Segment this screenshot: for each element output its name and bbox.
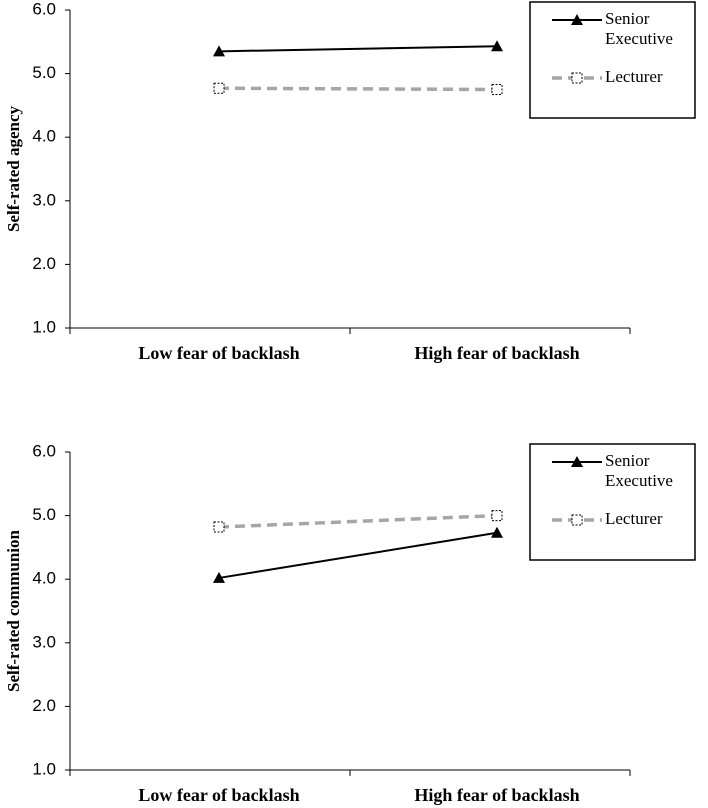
y-tick-label: 5.0 — [32, 63, 56, 82]
series-line — [218, 45, 498, 53]
y-tick-label: 1.0 — [32, 759, 56, 778]
chart: 1.0 2.0 3.0 4.0 5.0 6.0 Low fear of backlash Hi… — [4, 441, 696, 805]
legend-entry: Lecturer — [605, 67, 663, 86]
chart: 1.0 2.0 3.0 4.0 5.0 6.0 Low fear of backlash Hi… — [4, 0, 696, 363]
marker — [571, 456, 583, 467]
y-tick-label: 6.0 — [32, 0, 56, 18]
y-axis-label: Self-rated communion — [4, 529, 23, 692]
legend-box — [529, 1, 696, 119]
legend-label: Senior Executive — [605, 451, 673, 490]
marker — [571, 514, 583, 526]
marker — [571, 14, 583, 25]
series-line — [218, 86, 498, 92]
y-axis-label: Self-rated agency — [4, 105, 23, 232]
y-tick-label: 3.0 — [32, 190, 56, 209]
legend-entry: Lecturer — [605, 509, 663, 528]
marker — [491, 526, 503, 538]
x-tick-label: Low fear of backlash — [138, 785, 299, 805]
legend-entry: Senior Executive — [605, 9, 673, 48]
legend-label: Lecturer — [605, 67, 663, 86]
series-line — [218, 513, 498, 529]
y-tick-label: 2.0 — [32, 696, 56, 715]
y-tick-label: 2.0 — [32, 254, 56, 273]
marker — [213, 521, 225, 533]
y-tick-label: 4.0 — [32, 127, 56, 146]
marker — [213, 571, 225, 583]
x-tick-label: High fear of backlash — [414, 785, 579, 805]
x-tick-label: Low fear of backlash — [138, 343, 299, 363]
y-tick-label: 3.0 — [32, 632, 56, 651]
legend-entry: Senior Executive — [605, 451, 673, 490]
legend-label: Lecturer — [605, 509, 663, 528]
marker — [213, 82, 225, 94]
marker — [491, 40, 503, 52]
y-tick-label: 6.0 — [32, 441, 56, 460]
legend-label: Senior Executive — [605, 9, 673, 48]
legend-box — [529, 443, 696, 561]
series-line — [218, 531, 498, 579]
y-tick-label: 1.0 — [32, 317, 56, 336]
y-tick-label: 4.0 — [32, 569, 56, 588]
marker — [491, 510, 503, 522]
x-tick-label: High fear of backlash — [414, 343, 579, 363]
marker — [213, 45, 225, 57]
marker — [491, 84, 503, 95]
marker — [571, 72, 583, 84]
y-tick-label: 5.0 — [32, 505, 56, 524]
